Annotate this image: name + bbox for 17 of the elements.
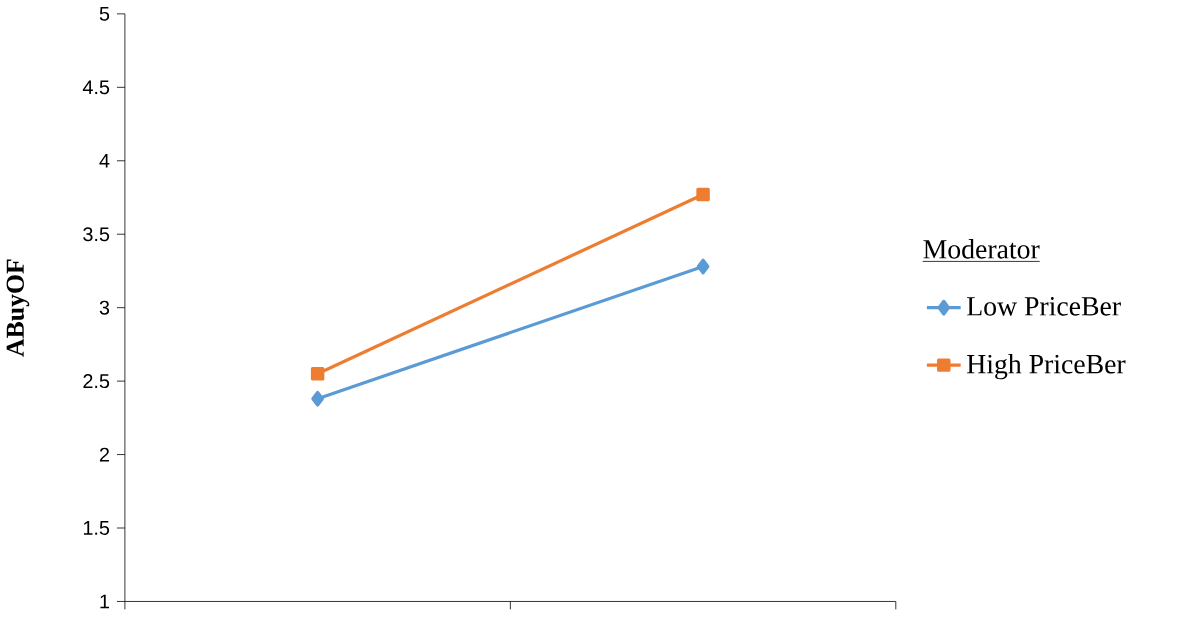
legend-title: Moderator (923, 238, 1040, 259)
point (696, 258, 710, 275)
point (696, 187, 710, 202)
legend-label: Low PriceBer (967, 296, 1121, 316)
y-tick-label: 3 (99, 300, 110, 315)
y-axis-title: ABuyOF (6, 259, 30, 357)
point (311, 390, 324, 407)
y-tick-label: 4.5 (82, 80, 110, 95)
legend-label: High PriceBer (967, 353, 1126, 380)
y-tick-label: 2 (99, 447, 109, 462)
y-tick-label: 3.5 (83, 227, 110, 242)
y-tick-label: 2.5 (83, 373, 110, 388)
y-tick-label: 1 (100, 594, 110, 609)
point (310, 366, 325, 381)
y-tick-label: 1.5 (83, 520, 110, 535)
y-tick-label: 4 (99, 153, 110, 168)
y-tick-label: 5 (99, 6, 110, 21)
